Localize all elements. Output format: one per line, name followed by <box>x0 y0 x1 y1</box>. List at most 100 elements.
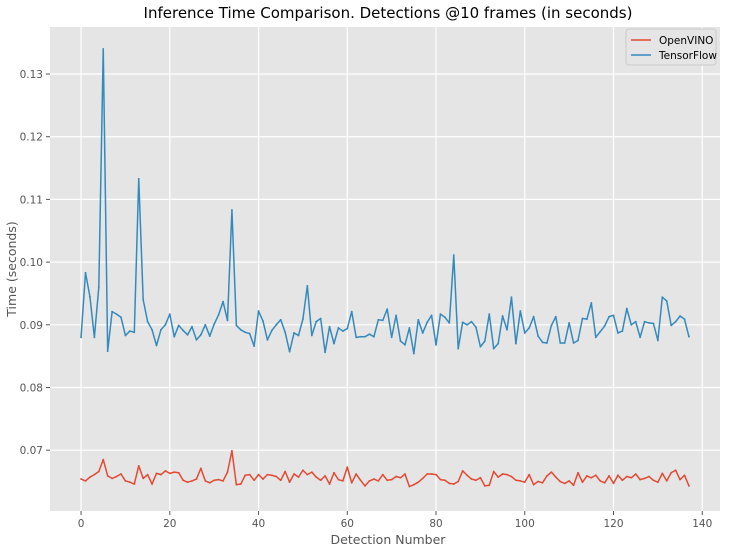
data-point-tensorflow <box>257 310 260 312</box>
data-point-tensorflow <box>120 316 122 319</box>
data-point-tensorflow <box>435 343 437 346</box>
y-tick-label: 0.09 <box>20 320 43 332</box>
data-point-openvino <box>266 473 269 476</box>
data-point-tensorflow <box>399 340 402 342</box>
data-point-tensorflow <box>665 300 668 302</box>
data-point-tensorflow <box>173 335 176 338</box>
data-point-tensorflow <box>679 315 681 317</box>
legend: OpenVINO TensorFlow <box>625 28 717 66</box>
data-point-openvino <box>514 479 517 482</box>
data-point-tensorflow <box>115 313 118 316</box>
plot-area <box>50 27 720 511</box>
data-point-openvino <box>182 479 185 482</box>
data-point-openvino <box>97 470 100 473</box>
data-point-openvino <box>510 475 513 478</box>
data-point-openvino <box>688 485 690 487</box>
data-point-openvino <box>111 477 114 480</box>
data-point-openvino <box>541 481 544 484</box>
x-tick-label: 20 <box>163 518 176 530</box>
data-point-tensorflow <box>106 350 109 353</box>
data-point-tensorflow <box>217 313 220 316</box>
data-point-openvino <box>639 478 642 481</box>
data-point-tensorflow <box>204 323 207 326</box>
data-point-tensorflow <box>563 342 566 344</box>
grid-lines <box>50 27 720 511</box>
data-point-tensorflow <box>235 324 238 327</box>
data-point-openvino <box>368 480 371 482</box>
x-tick-label: 40 <box>252 518 265 530</box>
data-point-tensorflow <box>621 330 624 332</box>
data-point-openvino <box>84 480 87 482</box>
data-point-openvino <box>89 476 91 479</box>
data-point-openvino <box>439 478 442 481</box>
data-point-openvino <box>634 473 637 475</box>
data-point-tensorflow <box>656 339 659 342</box>
data-point-tensorflow <box>550 324 553 327</box>
data-point-tensorflow <box>497 342 500 345</box>
data-point-tensorflow <box>341 330 344 332</box>
data-point-openvino <box>435 473 437 476</box>
data-point-tensorflow <box>191 325 193 328</box>
data-point-openvino <box>488 484 491 487</box>
data-point-openvino <box>226 471 229 474</box>
data-point-openvino <box>457 480 460 483</box>
data-point-tensorflow <box>501 315 504 317</box>
data-point-openvino <box>448 482 451 485</box>
data-point-tensorflow <box>568 322 571 324</box>
data-point-openvino <box>395 475 397 478</box>
data-point-tensorflow <box>546 342 548 344</box>
data-point-tensorflow <box>594 336 597 339</box>
data-point-openvino <box>612 482 615 485</box>
data-point-tensorflow <box>297 334 300 337</box>
data-point-openvino <box>177 471 180 474</box>
data-point-tensorflow <box>293 332 295 334</box>
data-point-openvino <box>128 481 131 484</box>
data-point-openvino <box>142 477 145 480</box>
data-point-openvino <box>404 473 406 475</box>
data-point-tensorflow <box>155 344 158 347</box>
data-point-openvino <box>643 477 646 480</box>
data-point-tensorflow <box>639 336 642 339</box>
series-line-tensorflow <box>80 48 690 355</box>
data-point-openvino <box>585 474 588 477</box>
data-point-tensorflow <box>239 328 242 331</box>
data-point-tensorflow <box>572 342 575 344</box>
data-point-tensorflow <box>253 345 256 348</box>
data-point-tensorflow <box>479 345 482 348</box>
data-point-openvino <box>674 469 677 472</box>
data-point-openvino <box>568 480 571 482</box>
data-point-openvino <box>239 483 242 485</box>
x-tick-label: 120 <box>603 518 623 530</box>
data-point-openvino <box>106 474 109 477</box>
data-point-openvino <box>302 469 304 472</box>
data-point-tensorflow <box>590 301 593 304</box>
data-point-tensorflow <box>231 209 233 211</box>
y-tick-label: 0.07 <box>20 445 43 457</box>
data-point-tensorflow <box>275 323 278 326</box>
data-point-openvino <box>399 476 402 479</box>
data-point-tensorflow <box>284 331 287 334</box>
data-point-openvino <box>275 475 278 478</box>
data-point-openvino <box>102 458 105 461</box>
data-point-openvino <box>603 481 606 484</box>
data-point-openvino <box>452 483 455 485</box>
data-point-openvino <box>350 481 353 484</box>
data-point-tensorflow <box>541 341 544 344</box>
data-point-tensorflow <box>608 315 610 318</box>
data-point-openvino <box>231 449 233 452</box>
x-tick-label: 60 <box>341 518 354 530</box>
data-point-openvino <box>164 469 167 472</box>
data-point-tensorflow <box>262 320 264 322</box>
x-tick-label: 0 <box>78 518 85 530</box>
data-point-openvino <box>284 470 287 473</box>
data-point-tensorflow <box>581 317 584 320</box>
data-point-openvino <box>430 473 433 475</box>
data-point-tensorflow <box>643 320 646 323</box>
x-tick-label: 140 <box>692 518 712 530</box>
data-point-tensorflow <box>128 330 131 332</box>
data-point-tensorflow <box>412 352 415 355</box>
data-point-openvino <box>120 473 122 475</box>
series-points-tensorflow <box>80 48 690 355</box>
data-point-tensorflow <box>168 313 171 316</box>
data-point-openvino <box>381 473 384 476</box>
